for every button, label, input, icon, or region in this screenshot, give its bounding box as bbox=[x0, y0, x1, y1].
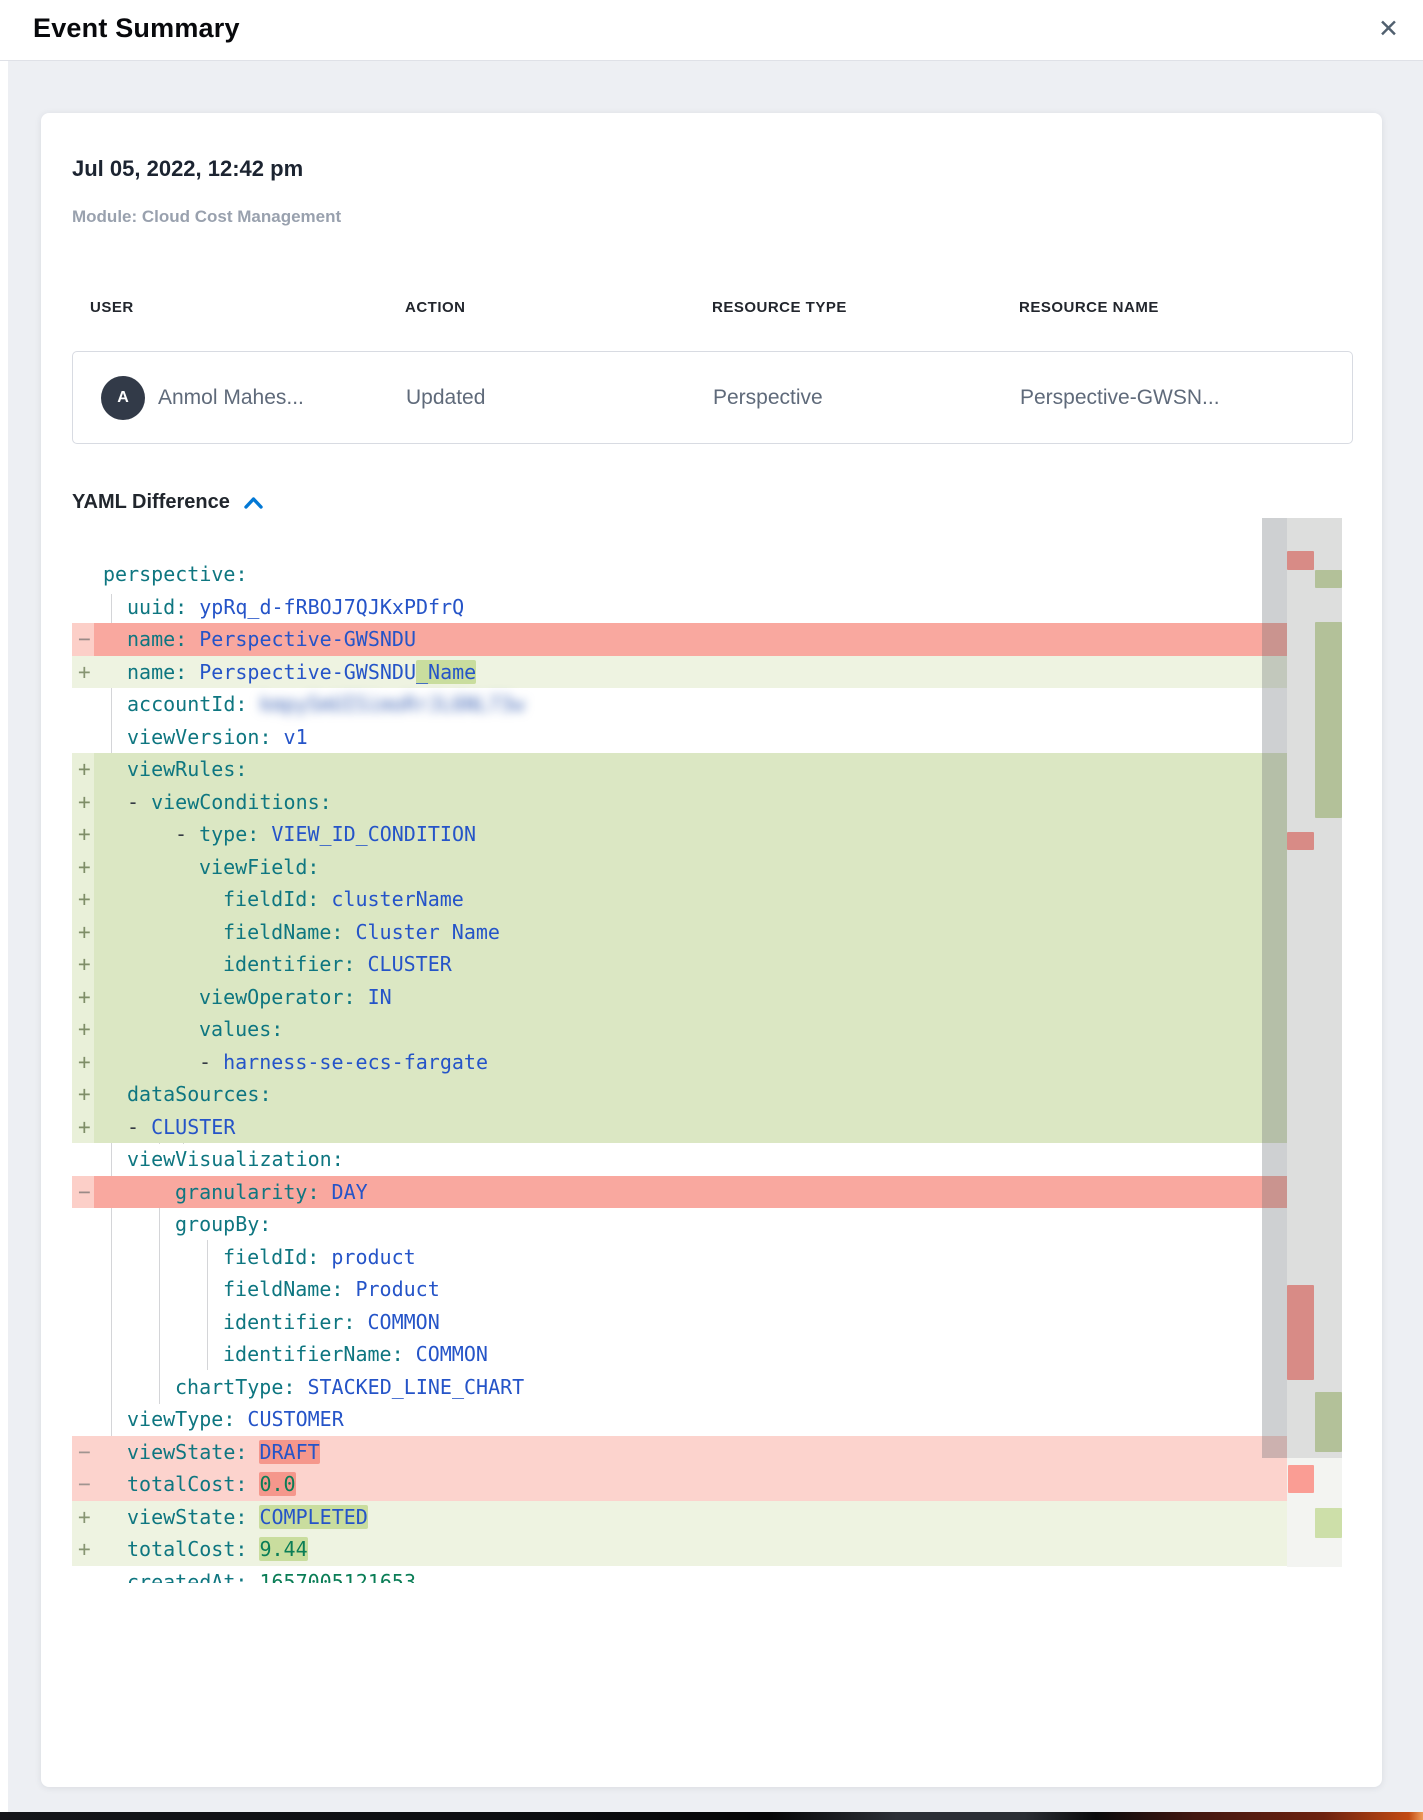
code-line: + name: Perspective-GWSNDU_Name bbox=[72, 655, 1342, 688]
code-line: viewVisualization: bbox=[127, 1147, 344, 1171]
yaml-diff-editor[interactable]: perspective: uuid: ypRq_d-fRBOJ7QJKxPDfrQ… bbox=[72, 518, 1342, 1583]
code-line: createdAt: 1657005121653 bbox=[127, 1569, 417, 1584]
modal-header: Event Summary ✕ bbox=[0, 0, 1423, 61]
code-line: − name: Perspective-GWSNDU bbox=[72, 623, 1342, 656]
code-line: − viewState: DRAFT bbox=[72, 1435, 1342, 1468]
audit-table-header: USER ACTION RESOURCE TYPE RESOURCE NAME bbox=[72, 299, 1353, 316]
user-name: Anmol Mahes... bbox=[158, 385, 304, 409]
resource-type-cell: Perspective bbox=[713, 385, 823, 409]
code-lines: perspective: uuid: ypRq_d-fRBOJ7QJKxPDfrQ… bbox=[72, 558, 1342, 1583]
resource-name-cell: Perspective-GWSN... bbox=[1020, 385, 1220, 409]
bottom-page-edge bbox=[0, 1812, 1423, 1820]
code-line: + totalCost: 9.44 bbox=[72, 1533, 1342, 1566]
code-line: + - CLUSTER bbox=[72, 1110, 1342, 1143]
code-line: + fieldId: clusterName bbox=[72, 883, 1342, 916]
code-line: + identifier: CLUSTER bbox=[72, 948, 1342, 981]
code-line: + viewState: COMPLETED bbox=[72, 1500, 1342, 1533]
minimap-block bbox=[1315, 1392, 1342, 1452]
code-line: + viewField: bbox=[72, 850, 1342, 883]
event-summary-card: Jul 05, 2022, 12:42 pm Module: Cloud Cos… bbox=[41, 113, 1382, 1787]
code-line: + - harness-se-ecs-fargate bbox=[72, 1045, 1342, 1078]
code-line: identifier: COMMON bbox=[223, 1309, 440, 1334]
code-line: − totalCost: 0.0 bbox=[72, 1468, 1342, 1501]
column-header-action: ACTION bbox=[405, 299, 466, 316]
minimap-block bbox=[1287, 832, 1314, 850]
code-line: perspective: bbox=[103, 562, 248, 586]
code-line: + - viewConditions: bbox=[72, 785, 1342, 818]
code-line: + viewOperator: IN bbox=[72, 980, 1342, 1013]
code-line: + - type: VIEW_ID_CONDITION bbox=[72, 818, 1342, 851]
indent-guide bbox=[159, 1176, 160, 1404]
page-title: Event Summary bbox=[33, 13, 240, 43]
code-line: viewVersion: v1 bbox=[127, 724, 308, 749]
yaml-difference-label: YAML Difference bbox=[72, 491, 230, 513]
code-line: − granularity: DAY bbox=[72, 1175, 1342, 1208]
minimap-block bbox=[1287, 1285, 1314, 1380]
minimap-block bbox=[1315, 622, 1342, 818]
code-line: groupBy: bbox=[175, 1212, 272, 1236]
indent-guide bbox=[207, 1240, 208, 1370]
minimap-block bbox=[1288, 1465, 1314, 1493]
code-line: viewType: CUSTOMER bbox=[127, 1407, 344, 1431]
code-line: fieldId: product bbox=[223, 1244, 416, 1269]
code-line: fieldName: Product bbox=[223, 1277, 440, 1301]
minimap-block bbox=[1315, 1508, 1342, 1538]
table-row[interactable]: A Anmol Mahes... Updated Perspective Per… bbox=[72, 351, 1353, 444]
event-timestamp: Jul 05, 2022, 12:42 pm bbox=[72, 156, 304, 181]
minimap-block bbox=[1287, 551, 1314, 570]
code-line: identifierName: COMMON bbox=[223, 1342, 488, 1366]
chevron-up-icon bbox=[244, 496, 263, 509]
action-cell: Updated bbox=[406, 385, 486, 409]
minimap-slider[interactable] bbox=[1262, 518, 1342, 1458]
user-cell: A Anmol Mahes... bbox=[73, 375, 406, 420]
event-module: Module: Cloud Cost Management bbox=[72, 207, 342, 226]
code-line: chartType: STACKED_LINE_CHART bbox=[175, 1374, 525, 1399]
code-line: + dataSources: bbox=[72, 1078, 1342, 1111]
code-line: + viewRules: bbox=[72, 753, 1342, 786]
code-line: accountId: kmpySmUISimoRrJL6NL73w bbox=[127, 692, 525, 716]
avatar: A bbox=[101, 375, 145, 420]
scrollbar-thumb[interactable] bbox=[1262, 518, 1287, 1458]
code-line: + fieldName: Cluster Name bbox=[72, 915, 1342, 948]
column-header-resource-name: RESOURCE NAME bbox=[1019, 299, 1159, 316]
close-icon[interactable]: ✕ bbox=[1378, 15, 1399, 43]
code-line: uuid: ypRq_d-fRBOJ7QJKxPDfrQ bbox=[127, 594, 465, 619]
yaml-difference-toggle[interactable]: YAML Difference bbox=[72, 491, 263, 514]
column-header-user: USER bbox=[90, 299, 134, 316]
code-line: + values: bbox=[72, 1013, 1342, 1046]
column-header-resource-type: RESOURCE TYPE bbox=[712, 299, 847, 316]
minimap-block bbox=[1315, 570, 1342, 588]
